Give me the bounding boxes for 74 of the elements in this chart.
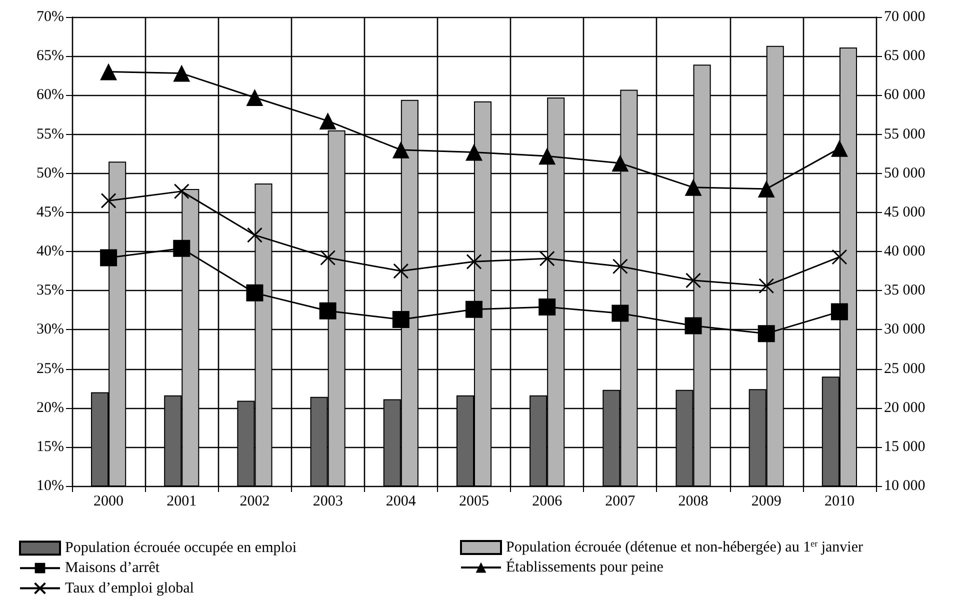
point [686, 272, 702, 288]
point [538, 298, 556, 316]
point [832, 249, 848, 265]
y-tick-label: 15% [36, 438, 64, 455]
point [830, 303, 848, 320]
y-tick-label: 45% [36, 204, 64, 220]
x-tick-label: 2004 [386, 494, 416, 510]
point [466, 144, 482, 161]
y-tick-label: 35% [36, 282, 64, 299]
y2-tick-label: 70 000 [884, 9, 926, 25]
y2-tick-label: 10 000 [884, 478, 926, 494]
point [100, 249, 118, 266]
point [466, 254, 482, 270]
point [612, 304, 629, 322]
point [612, 154, 629, 172]
point [392, 311, 410, 328]
y2-tick-label: 20 000 [884, 400, 926, 416]
x-tick-label: 2006 [532, 494, 563, 510]
point [539, 250, 555, 266]
y-tick-label: 65% [36, 48, 64, 64]
point [174, 184, 190, 200]
point [246, 284, 264, 302]
point [758, 180, 775, 198]
point [100, 63, 118, 80]
y-tick-label: 70% [36, 9, 64, 25]
point [612, 258, 628, 274]
x-tick-label: 2005 [459, 494, 489, 510]
y2-tick-label: 50 000 [884, 165, 926, 182]
point [830, 140, 848, 157]
point [246, 227, 262, 243]
legend-label: Établissements pour peine [506, 558, 664, 576]
legend-label: Maisons d’arrêt [65, 560, 160, 576]
point [246, 89, 264, 106]
y-tick-label: 25% [36, 360, 64, 377]
y-tick-label: 20% [36, 400, 64, 416]
point [319, 112, 336, 130]
x-tick-label: 2010 [824, 494, 854, 510]
legend-label: Population écrouée occupée en emploi [65, 540, 297, 556]
point [684, 178, 702, 196]
y2-tick-label: 55 000 [884, 126, 926, 142]
point [466, 300, 482, 318]
x-tick-label: 2009 [751, 494, 782, 510]
y-tick-label: 10% [36, 478, 64, 494]
point [758, 278, 774, 294]
y-tick-label: 60% [36, 87, 64, 104]
point [320, 250, 336, 266]
x-tick-label: 2002 [240, 494, 270, 510]
point [393, 263, 409, 279]
x-tick-label: 2008 [678, 494, 708, 510]
x-tick-label: 2001 [166, 494, 197, 510]
y2-tick-label: 25 000 [884, 360, 926, 377]
point [538, 148, 556, 165]
y2-tick-label: 65 000 [884, 48, 926, 64]
y2-tick-label: 60 000 [884, 87, 926, 104]
point [319, 302, 336, 320]
point [684, 317, 702, 334]
y-tick-label: 40% [36, 244, 64, 260]
point [100, 192, 116, 208]
y-tick-label: 50% [36, 165, 64, 182]
y2-tick-label: 15 000 [884, 438, 926, 455]
x-tick-label: 2007 [605, 494, 636, 510]
y2-tick-label: 30 000 [884, 322, 926, 338]
y2-tick-label: 45 000 [884, 204, 926, 220]
y2-tick-label: 40 000 [884, 244, 926, 260]
point [173, 64, 190, 82]
point [758, 325, 775, 342]
legend-label: Taux d’emploi global [65, 580, 194, 596]
y-tick-label: 55% [36, 126, 64, 142]
x-tick-label: 2003 [312, 494, 343, 510]
point [173, 240, 190, 257]
point [392, 141, 410, 158]
y2-tick-label: 35 000 [884, 282, 926, 299]
y-tick-label: 30% [36, 322, 64, 338]
x-tick-label: 2000 [94, 494, 124, 510]
